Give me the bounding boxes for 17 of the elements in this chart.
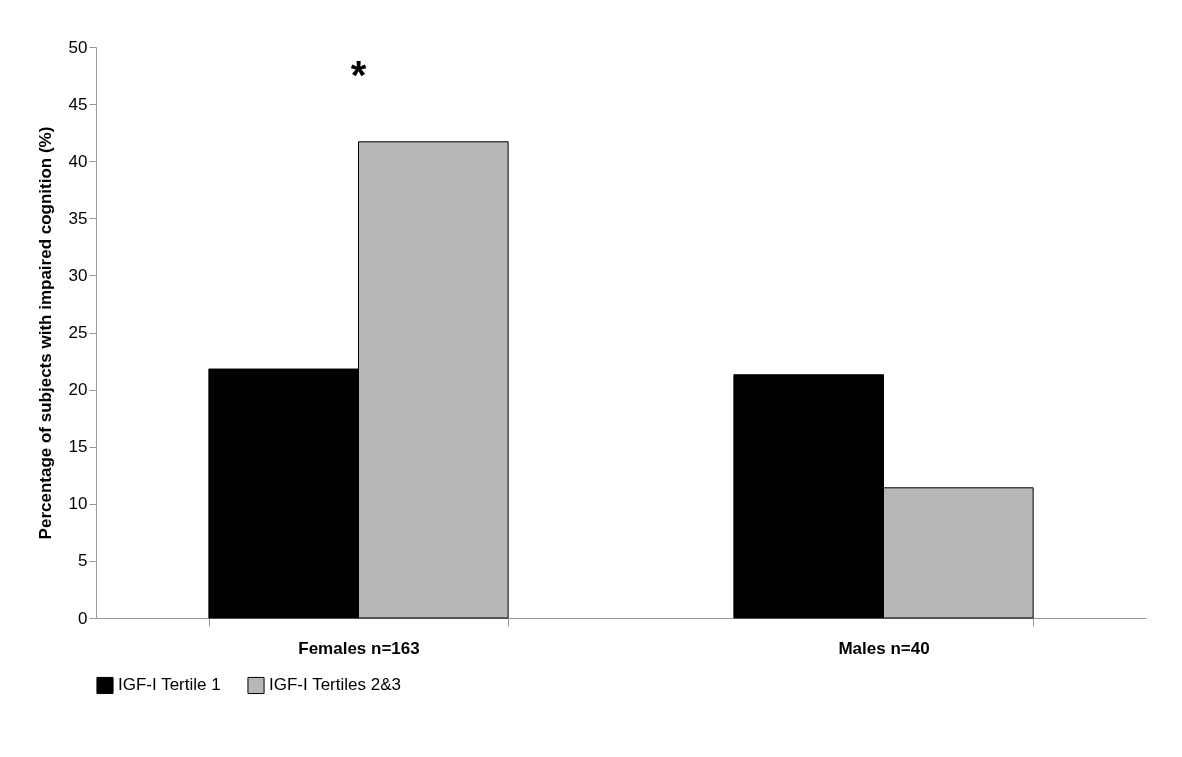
y-tick-label: 10 [68,494,88,514]
x-tick-label: Females n=163 [298,638,420,658]
y-tick-label: 15 [68,437,88,457]
y-axis-title: Percentage of subjects with impaired cognition (%) [35,126,55,540]
y-tick-label: 20 [68,380,88,400]
y-tick-label: 40 [68,151,88,171]
x-tick-label: Males n=40 [838,638,930,658]
annotation: * [350,53,367,97]
y-tick-label: 35 [68,208,88,228]
y-tick-label: 50 [68,37,88,57]
y-tick-label: 0 [78,608,88,628]
legend-label: IGF-I Tertiles 2&3 [269,675,401,695]
y-tick-label: 25 [68,323,88,342]
legend-label: IGF-I Tertile 1 [118,675,221,695]
y-tick-label: 45 [68,94,88,114]
y-tick-label: 30 [68,265,88,285]
y-tick-label: 5 [78,551,88,571]
